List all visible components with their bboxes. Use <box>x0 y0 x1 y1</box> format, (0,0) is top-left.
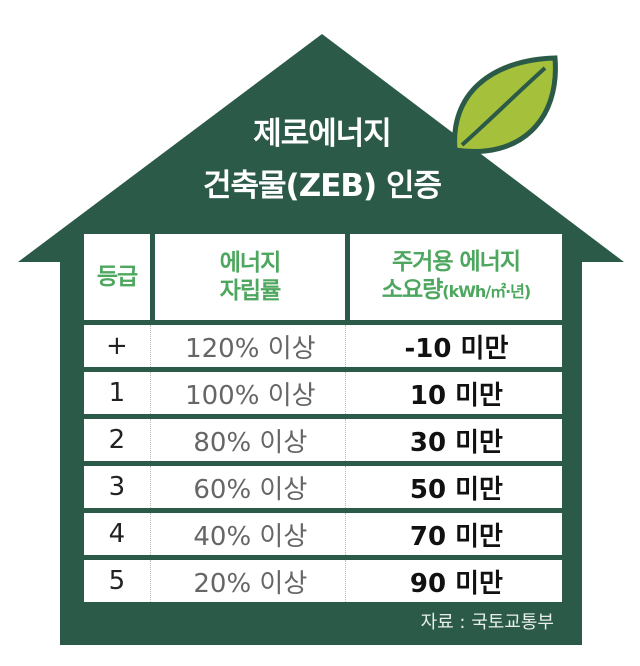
cell-ratio: 60% 이상 <box>149 466 345 508</box>
header-usage-label: 소요량 <box>381 277 443 303</box>
title-line1: 제로에너지 <box>253 116 392 152</box>
header-usage-line2: 소요량(kWh/㎡·년) <box>381 276 531 306</box>
header-usage-line1: 주거용 에너지 <box>392 249 521 275</box>
cell-grade: 5 <box>108 566 126 596</box>
table-row: +120% 이상 -10 미만 <box>84 325 562 367</box>
cell-grade: + <box>105 331 128 361</box>
table-header: 등급 에너지 자립률 주거용 에너지 소요량(kWh/㎡·년) <box>84 234 562 320</box>
table-row: 5 20% 이상 90 미만 <box>84 560 562 602</box>
cell-grade: 2 <box>108 425 126 455</box>
cell-usage: -10 미만 <box>344 325 562 367</box>
cell-ratio: 80% 이상 <box>149 419 345 461</box>
table-row: 2 80% 이상 30 미만 <box>84 419 562 461</box>
header-ratio: 에너지 자립률 <box>155 234 345 320</box>
cell-ratio: 100% 이상 <box>149 372 345 414</box>
title-line2: 건축물(ZEB) 인증 <box>202 168 442 204</box>
source-note: 자료 : 국토교통부 <box>420 612 554 633</box>
table-row: 4 40% 이상 70 미만 <box>84 513 562 555</box>
cell-ratio: 40% 이상 <box>149 513 345 555</box>
header-ratio-line1: 에너지 <box>219 250 281 276</box>
header-grade: 등급 <box>84 234 150 320</box>
header-ratio-line2: 자립률 <box>219 278 281 304</box>
header-usage: 주거용 에너지 소요량(kWh/㎡·년) <box>350 234 562 320</box>
cell-usage: 30 미만 <box>344 419 562 461</box>
cell-ratio: 20% 이상 <box>149 560 345 602</box>
leaf-icon <box>452 55 558 154</box>
table-row: 3 60% 이상 50 미만 <box>84 466 562 508</box>
cell-grade: 1 <box>108 378 126 408</box>
cell-usage: 50 미만 <box>344 466 562 508</box>
cell-usage: 70 미만 <box>344 513 562 555</box>
table-row: 1 100% 이상 10 미만 <box>84 372 562 414</box>
cell-grade: 3 <box>108 472 126 502</box>
cell-usage: 90 미만 <box>344 560 562 602</box>
cell-usage: 10 미만 <box>344 372 562 414</box>
header-usage-unit: (kWh/㎡·년) <box>442 282 531 301</box>
cell-grade: 4 <box>108 519 126 549</box>
cell-ratio: 120% 이상 <box>149 325 345 367</box>
zeb-table: 등급 에너지 자립률 주거용 에너지 소요량(kWh/㎡·년) +120% 이상… <box>84 234 562 602</box>
